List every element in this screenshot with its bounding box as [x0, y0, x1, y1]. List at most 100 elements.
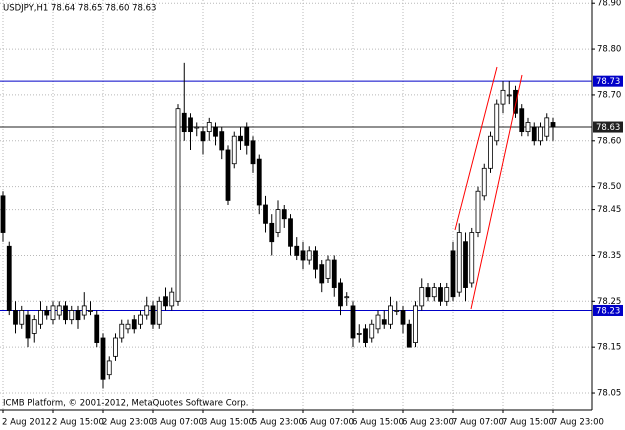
candle-body [506, 94, 512, 97]
level-label-box [593, 121, 623, 133]
x-tick-label: 3 Aug 15:00 [202, 418, 254, 428]
y-tick-label: 78.80 [597, 45, 621, 55]
candle-body [231, 135, 237, 165]
candle-body [250, 140, 256, 165]
candle-body [213, 126, 218, 137]
candle-body [225, 149, 231, 201]
candle-body [269, 222, 275, 243]
candle-body [300, 250, 306, 261]
x-tick-label: 5 Aug 23:00 [252, 418, 304, 428]
candle-body [6, 245, 12, 311]
candle-body [531, 126, 537, 142]
candle-body [88, 310, 93, 312]
candle-body [363, 328, 368, 343]
candle-body [256, 158, 262, 206]
candle-body [500, 89, 506, 105]
y-tick-label: 78.35 [597, 251, 621, 261]
candle-body [19, 310, 25, 325]
candle-body [69, 310, 75, 321]
candle-body [456, 232, 462, 293]
level-label: 78.73 [596, 77, 620, 87]
candle-body [206, 122, 212, 133]
candle-body [219, 131, 225, 151]
candle-body [544, 117, 550, 137]
candle-body [181, 112, 187, 133]
candle-body [538, 126, 543, 142]
candle-body [263, 204, 268, 224]
y-tick-label: 78.05 [597, 389, 621, 399]
candle-body [50, 305, 56, 321]
level-label-box [593, 304, 623, 316]
level-label-box [593, 75, 623, 87]
candle-body [400, 310, 406, 325]
candle-body [344, 296, 350, 299]
candle-body [469, 232, 475, 284]
candle-body [488, 135, 493, 169]
candle-body [163, 296, 168, 307]
candle-body [306, 250, 312, 261]
candle-body [350, 305, 356, 339]
candle-body [394, 310, 400, 312]
candle-body [381, 319, 387, 325]
candle-body [525, 122, 531, 133]
x-tick-label: 7 Aug 23:00 [552, 418, 604, 428]
candle-body [194, 126, 200, 129]
candle-body [244, 126, 250, 146]
candle-body [494, 103, 500, 142]
candle-body [513, 89, 518, 114]
candle-body [406, 323, 412, 348]
x-tick-label: 3 Aug 07:00 [152, 418, 204, 428]
y-tick-label: 78.45 [597, 205, 621, 215]
candle-body [100, 337, 106, 380]
candle-body [294, 245, 300, 256]
candle-body [444, 287, 450, 302]
candle-body [13, 310, 18, 325]
candle-body [356, 333, 362, 335]
candle-body [156, 300, 162, 325]
y-tick-label: 78.25 [597, 297, 621, 307]
candle-body [200, 131, 206, 142]
candle-body [519, 108, 525, 133]
candle-body [338, 282, 343, 307]
candle-body [125, 323, 131, 330]
trend-line [454, 66, 498, 231]
trend-line [470, 74, 523, 310]
candle-body [463, 241, 468, 288]
y-tick-label: 78.70 [597, 90, 621, 100]
candle-body [481, 167, 487, 197]
candle-layer [0, 62, 556, 389]
candle-body [0, 195, 6, 233]
level-label: 78.63 [596, 123, 620, 133]
footer: ICMB Platform, © 2001-2012, MetaQuotes S… [3, 399, 248, 409]
candle-body [106, 360, 112, 376]
candle-body [331, 259, 337, 288]
grid-layer [0, 0, 592, 410]
x-tick-label: 7 Aug 07:00 [452, 418, 504, 428]
y-tick-label: 78.15 [597, 343, 621, 353]
candle-body [175, 108, 181, 302]
candle-body [450, 250, 456, 298]
candle-body [438, 287, 443, 302]
candle-body [113, 337, 118, 357]
candle-body [188, 117, 193, 133]
x-tick-label: 6 Aug 23:00 [402, 418, 454, 428]
x-tick-label: 6 Aug 07:00 [302, 418, 354, 428]
candle-body [375, 314, 381, 330]
candle-body [419, 287, 425, 307]
level-label: 78.23 [596, 306, 620, 316]
candle-body [150, 305, 156, 325]
candle-body [425, 287, 431, 298]
candle-body [56, 305, 62, 316]
y-tick-label: 78.90 [597, 0, 621, 9]
candle-body [313, 250, 318, 270]
candle-body [281, 209, 287, 220]
candle-body [119, 323, 125, 339]
candle-body [81, 305, 87, 316]
y-tick-label: 78.50 [597, 182, 621, 192]
candle-body [388, 305, 393, 325]
candle-body [169, 291, 175, 307]
candle-body [319, 264, 325, 284]
